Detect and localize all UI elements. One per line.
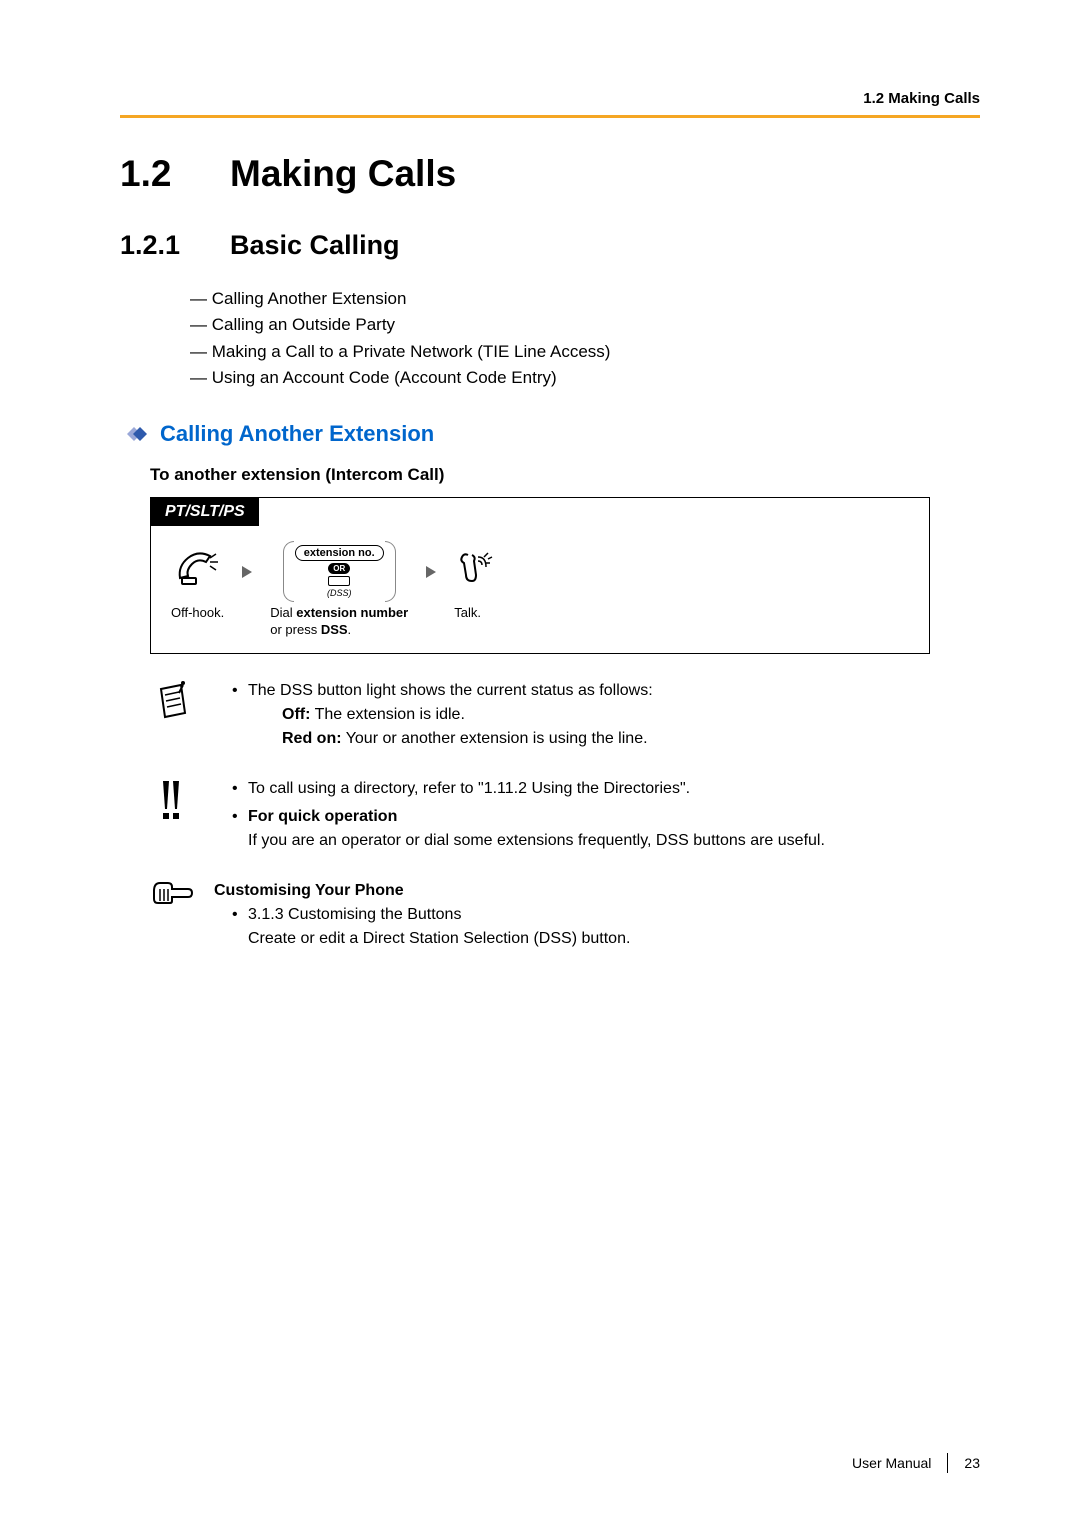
- diamond-bullet-icon: [120, 425, 150, 443]
- arrow-icon: [424, 544, 438, 599]
- step-label: Talk.: [454, 605, 498, 622]
- note-ref: 3.1.3 Customising the Buttons: [248, 906, 461, 923]
- important-block: To call using a directory, refer to "1.1…: [150, 777, 980, 857]
- notepad-icon: [150, 679, 196, 755]
- note-block: The DSS button light shows the current s…: [150, 679, 980, 755]
- footer-separator: [947, 1453, 948, 1473]
- dss-label: (DSS): [327, 588, 352, 598]
- or-label: OR: [328, 563, 350, 574]
- heading-2: 1.2.1Basic Calling: [120, 230, 980, 261]
- h2-number: 1.2.1: [120, 230, 230, 261]
- step-offhook: Off-hook.: [171, 544, 224, 622]
- note-text: To call using a directory, refer to "1.1…: [248, 780, 690, 797]
- handset-icon: [174, 548, 222, 595]
- page-header: 1.2 Making Calls: [120, 90, 980, 118]
- step-talk: Talk.: [454, 544, 498, 622]
- heading-4: To another extension (Intercom Call): [150, 465, 980, 485]
- step-label: Off-hook.: [171, 605, 224, 622]
- toc-item: Calling an Outside Party: [190, 312, 980, 338]
- dss-button-icon: [328, 576, 350, 586]
- hand-point-icon: [150, 879, 196, 955]
- h2-title: Basic Calling: [230, 230, 400, 260]
- step-dial: extension no. OR (DSS) Dial extension nu…: [270, 544, 408, 639]
- note-text: If you are an operator or dial some exte…: [248, 829, 980, 853]
- heading-1: 1.2Making Calls: [120, 153, 980, 195]
- customise-block: Customising Your Phone 3.1.3 Customising…: [150, 879, 980, 955]
- arrow-icon: [240, 544, 254, 599]
- footer-label: User Manual: [852, 1455, 931, 1471]
- toc-item: Using an Account Code (Account Code Entr…: [190, 365, 980, 391]
- toc-item: Calling Another Extension: [190, 286, 980, 312]
- heading-3-row: Calling Another Extension: [120, 421, 980, 447]
- heading-3: Calling Another Extension: [160, 421, 434, 447]
- page-footer: User Manual 23: [852, 1453, 980, 1473]
- toc-list: Calling Another Extension Calling an Out…: [190, 286, 980, 391]
- talk-icon: [454, 547, 498, 596]
- exclaim-icon: [150, 777, 196, 857]
- note-text: The DSS button light shows the current s…: [248, 682, 653, 699]
- h1-title: Making Calls: [230, 153, 456, 194]
- page-number: 23: [964, 1455, 980, 1471]
- note-text: Create or edit a Direct Station Selectio…: [248, 927, 980, 951]
- h1-number: 1.2: [120, 153, 230, 195]
- procedure-diagram: PT/SLT/PS Off-hook.: [150, 497, 930, 654]
- note-title: Customising Your Phone: [214, 879, 980, 903]
- step-label: Dial extension number or press DSS.: [270, 605, 408, 639]
- extension-pill: extension no.: [295, 545, 384, 561]
- note-subtitle: For quick operation: [248, 808, 397, 825]
- diagram-tab: PT/SLT/PS: [151, 498, 259, 526]
- toc-item: Making a Call to a Private Network (TIE …: [190, 339, 980, 365]
